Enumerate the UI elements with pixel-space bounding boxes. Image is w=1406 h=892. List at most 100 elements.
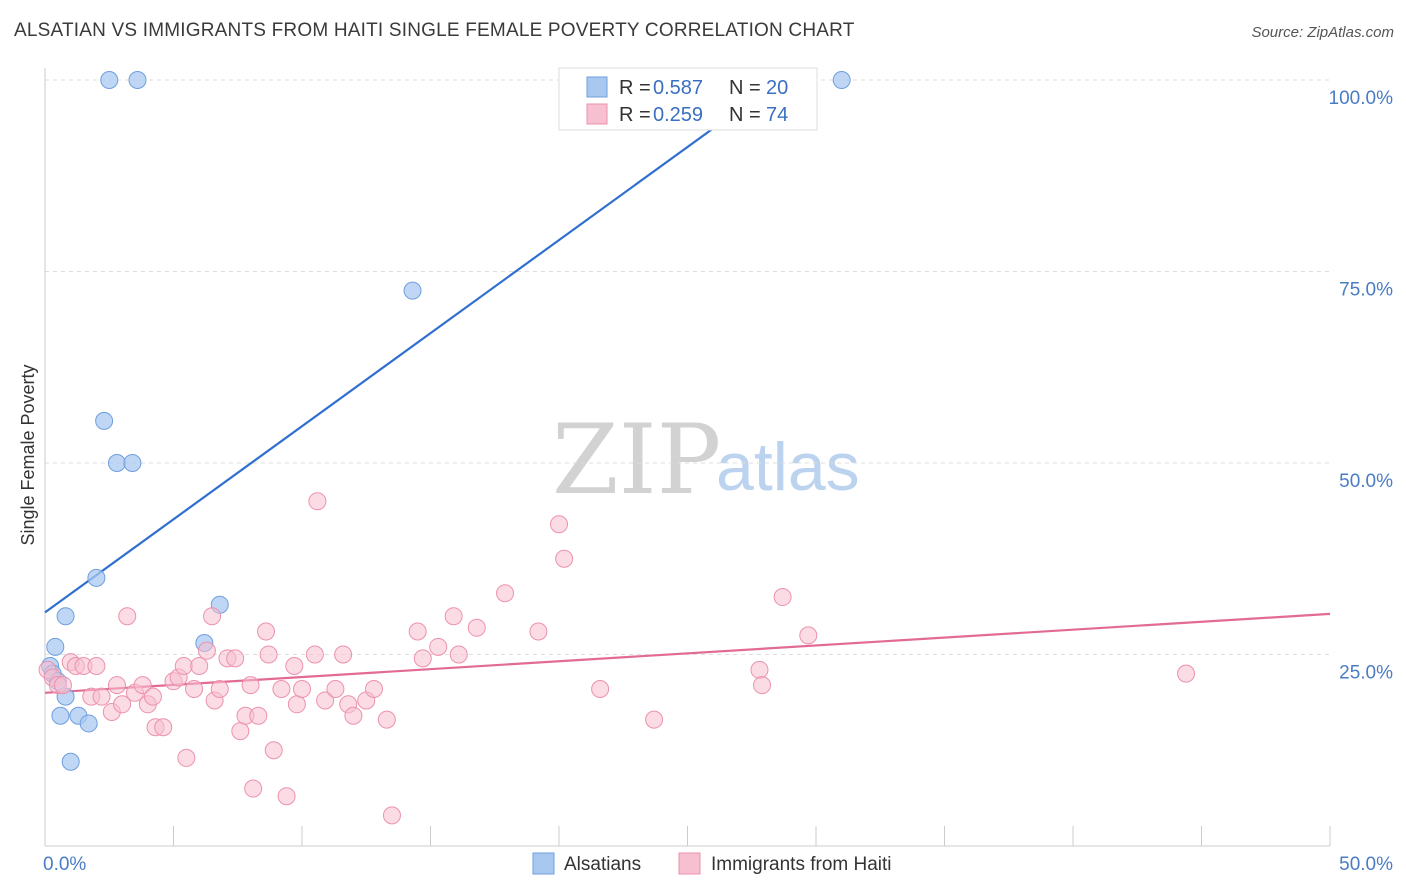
point-haiti-26 bbox=[197, 641, 216, 660]
legend-swatch-alsatians bbox=[586, 76, 608, 98]
point-haiti-57 bbox=[413, 649, 432, 668]
point-haiti-72 bbox=[1177, 664, 1196, 683]
legend-top: R = 0.587 N = 20 R = 0.259 N = 74 bbox=[558, 67, 818, 131]
point-alsatians-18 bbox=[79, 714, 98, 733]
point-alsatians-0 bbox=[100, 71, 119, 89]
legend-n-value-2: 74 bbox=[766, 104, 788, 126]
point-haiti-44 bbox=[293, 679, 311, 698]
legend-r-label-2: R = bbox=[619, 104, 651, 126]
data-points bbox=[38, 71, 1196, 825]
point-haiti-64 bbox=[550, 515, 568, 534]
point-haiti-67 bbox=[645, 710, 664, 729]
point-haiti-8 bbox=[87, 656, 106, 675]
legend-r-label-1: R = bbox=[619, 77, 651, 99]
y-tick-label-1: 75.0% bbox=[1339, 280, 1393, 301]
y-tick-label-3: 25.0% bbox=[1339, 663, 1393, 684]
bottom-legend-swatch-alsatians bbox=[532, 852, 555, 875]
point-haiti-70 bbox=[773, 588, 792, 607]
point-alsatians-2 bbox=[832, 71, 851, 89]
point-haiti-35 bbox=[244, 779, 263, 798]
point-haiti-22 bbox=[174, 656, 193, 675]
legend-swatch-haiti bbox=[586, 103, 608, 125]
point-haiti-65 bbox=[555, 549, 574, 568]
point-alsatians-8 bbox=[56, 607, 75, 626]
y-tick-label-2: 50.0% bbox=[1339, 471, 1393, 492]
point-alsatians-3 bbox=[403, 281, 422, 300]
gridlines: 100.0% 75.0% 50.0% 25.0% bbox=[45, 79, 1394, 684]
point-haiti-15 bbox=[133, 676, 152, 695]
point-haiti-19 bbox=[154, 718, 173, 737]
point-haiti-61 bbox=[467, 618, 486, 637]
point-haiti-3 bbox=[53, 676, 72, 695]
legend-n-label-2: N = bbox=[729, 104, 761, 126]
trend-lines bbox=[44, 79, 1331, 694]
y-tick-label-0: 100.0% bbox=[1329, 88, 1394, 109]
watermark: ZIP atlas bbox=[552, 404, 860, 516]
point-haiti-47 bbox=[316, 691, 335, 710]
point-haiti-46 bbox=[308, 492, 327, 511]
point-haiti-36 bbox=[249, 706, 268, 725]
point-haiti-31 bbox=[226, 649, 245, 668]
point-alsatians-1 bbox=[128, 71, 147, 89]
point-haiti-59 bbox=[444, 607, 463, 626]
point-haiti-38 bbox=[259, 645, 278, 664]
point-haiti-56 bbox=[408, 622, 427, 641]
point-haiti-24 bbox=[185, 679, 204, 698]
point-haiti-25 bbox=[190, 656, 209, 675]
point-haiti-37 bbox=[257, 622, 276, 641]
bottom-legend-label-alsatians: Alsatians bbox=[564, 854, 641, 875]
point-alsatians-10 bbox=[46, 637, 65, 656]
point-haiti-54 bbox=[377, 710, 396, 729]
point-alsatians-4 bbox=[95, 411, 114, 430]
point-haiti-58 bbox=[429, 637, 448, 656]
point-haiti-41 bbox=[277, 787, 296, 806]
legend-r-value-2: 0.259 bbox=[653, 104, 703, 126]
point-haiti-68 bbox=[750, 660, 769, 679]
y-axis-label: Single Female Poverty bbox=[18, 364, 38, 545]
point-haiti-45 bbox=[305, 645, 324, 664]
point-alsatians-16 bbox=[51, 706, 70, 725]
point-haiti-51 bbox=[344, 706, 363, 725]
point-haiti-53 bbox=[364, 679, 383, 698]
point-haiti-12 bbox=[113, 695, 132, 714]
watermark-zip: ZIP bbox=[552, 404, 721, 516]
point-haiti-29 bbox=[210, 679, 229, 698]
legend-n-value-1: 20 bbox=[766, 77, 788, 99]
point-haiti-62 bbox=[496, 584, 515, 603]
point-haiti-34 bbox=[241, 676, 260, 695]
trend-line-haiti bbox=[44, 612, 1331, 694]
point-haiti-39 bbox=[264, 741, 283, 760]
bottom-legend-label-haiti: Immigrants from Haiti bbox=[711, 854, 892, 875]
point-haiti-43 bbox=[287, 695, 306, 714]
point-alsatians-5 bbox=[107, 454, 126, 472]
point-haiti-13 bbox=[118, 607, 137, 626]
point-haiti-27 bbox=[203, 607, 222, 626]
point-haiti-9 bbox=[92, 687, 111, 706]
point-haiti-60 bbox=[449, 645, 468, 664]
legend-r-value-1: 0.587 bbox=[653, 77, 703, 99]
watermark-atlas: atlas bbox=[716, 429, 860, 505]
point-haiti-40 bbox=[272, 679, 291, 698]
legend-n-label-1: N = bbox=[729, 77, 761, 99]
point-haiti-48 bbox=[326, 679, 345, 698]
point-haiti-49 bbox=[334, 645, 353, 664]
point-alsatians-6 bbox=[123, 454, 142, 472]
point-haiti-42 bbox=[285, 656, 304, 675]
trend-line-alsatians bbox=[44, 79, 781, 614]
point-haiti-63 bbox=[529, 622, 548, 641]
legend-bottom: Alsatians Immigrants from Haiti bbox=[532, 852, 892, 875]
chart-title: ALSATIAN VS IMMIGRANTS FROM HAITI SINGLE… bbox=[14, 20, 855, 41]
point-alsatians-19 bbox=[61, 752, 80, 771]
x-tick-label-max: 50.0% bbox=[1339, 854, 1393, 875]
point-haiti-69 bbox=[753, 676, 772, 695]
source-label: Source: ZipAtlas.com bbox=[1251, 24, 1394, 41]
axes: 0.0% 50.0% bbox=[43, 68, 1393, 875]
point-haiti-23 bbox=[177, 748, 196, 767]
point-haiti-17 bbox=[143, 687, 162, 706]
point-haiti-32 bbox=[231, 722, 250, 741]
bottom-legend-swatch-haiti bbox=[678, 852, 701, 875]
point-haiti-66 bbox=[591, 679, 610, 698]
x-tick-label-min: 0.0% bbox=[43, 854, 86, 875]
point-haiti-11 bbox=[107, 676, 126, 695]
